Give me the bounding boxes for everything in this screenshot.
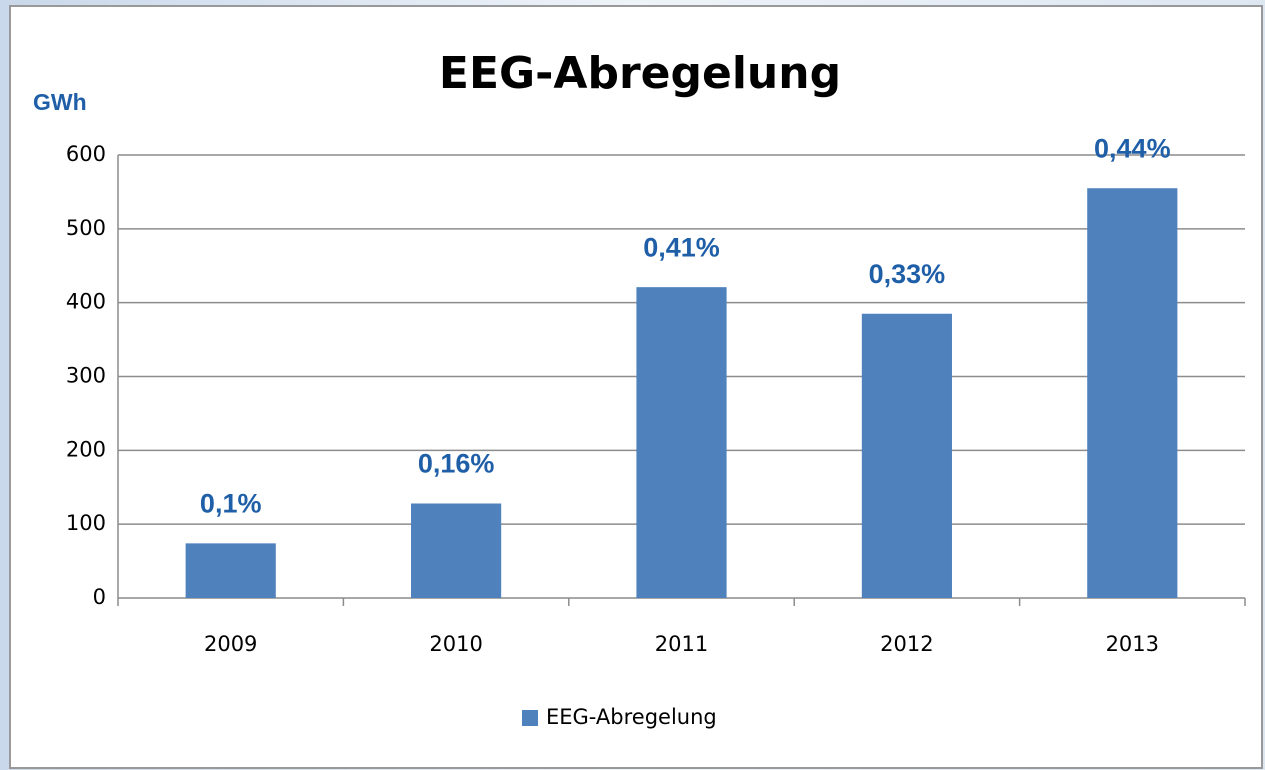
y-tick-label: 300 <box>66 364 106 388</box>
annotation: 0,41% <box>643 232 720 262</box>
chart-frame <box>9 5 1263 769</box>
legend-swatch <box>522 710 538 726</box>
y-tick-label: 200 <box>66 437 106 461</box>
x-tick-label: 2012 <box>880 632 933 656</box>
bar <box>1087 188 1178 598</box>
y-tick-label: 500 <box>66 216 106 240</box>
y-axis-label: GWh <box>33 89 87 115</box>
bar <box>185 543 276 598</box>
y-tick-label: 100 <box>66 511 106 535</box>
annotation: 0,44% <box>1094 133 1171 163</box>
x-tick-label: 2010 <box>429 632 482 656</box>
annotation: 0,33% <box>869 259 946 289</box>
bar <box>411 503 502 598</box>
x-tick-label: 2013 <box>1106 632 1159 656</box>
bar <box>636 287 727 598</box>
chart-title: EEG-Abregelung <box>439 48 841 99</box>
y-tick-label: 600 <box>66 142 106 166</box>
bar <box>861 313 952 598</box>
annotation: 0,1% <box>200 488 262 518</box>
x-tick-label: 2011 <box>655 632 708 656</box>
y-tick-label: 400 <box>66 290 106 314</box>
annotation: 0,16% <box>418 449 495 479</box>
legend-label: EEG-Abregelung <box>546 705 717 729</box>
y-tick-label: 0 <box>93 585 106 609</box>
x-tick-label: 2009 <box>204 632 257 656</box>
